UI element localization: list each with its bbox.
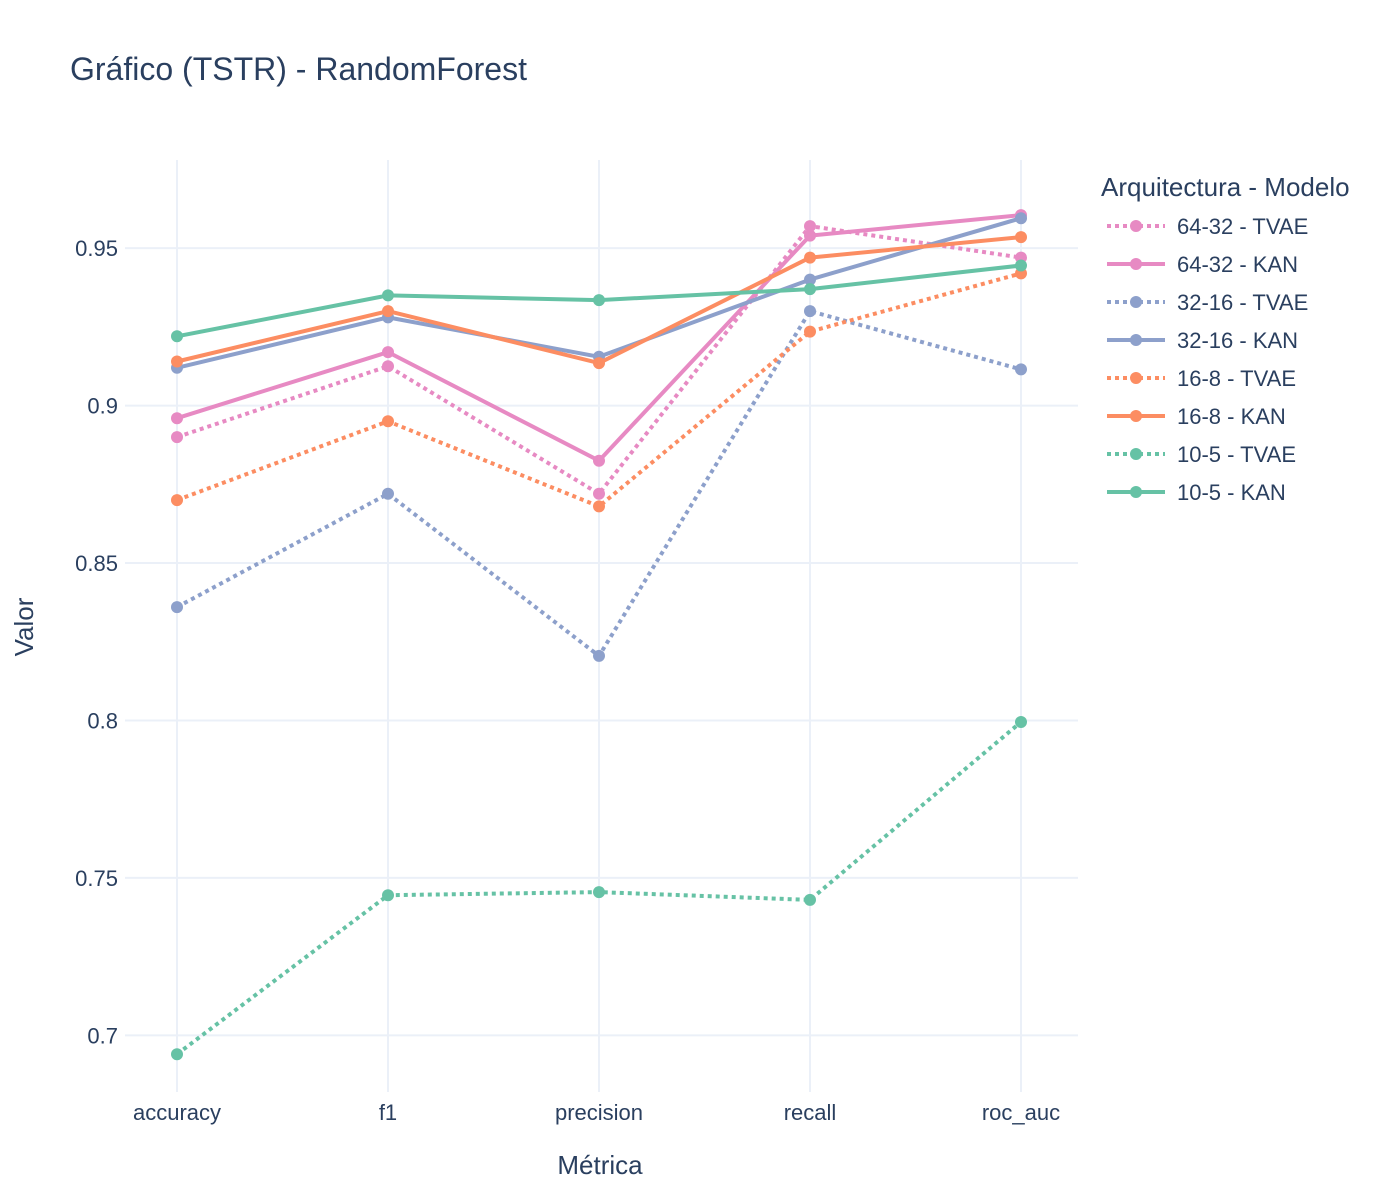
y-tick-label: 0.85 [75, 551, 118, 576]
data-point[interactable] [804, 283, 816, 296]
data-point[interactable] [804, 325, 816, 338]
legend-label: 32-16 - TVAE [1177, 290, 1308, 315]
legend-item[interactable]: 64-32 - TVAE [1107, 214, 1308, 239]
legend-items[interactable]: 64-32 - TVAE 64-32 - KAN 32-16 - TVAE 32-16… [1107, 214, 1308, 505]
series-16-8-tvae[interactable] [171, 267, 1027, 513]
data-point[interactable] [171, 494, 183, 507]
data-point[interactable] [1015, 716, 1027, 728]
legend-item[interactable]: 16-8 - KAN [1107, 404, 1286, 429]
x-tick-label-roc_auc: roc_auc [982, 1100, 1060, 1125]
series-64-32-tvae[interactable] [171, 220, 1027, 500]
data-point[interactable] [171, 1048, 183, 1061]
legend-item[interactable]: 16-8 - TVAE [1107, 366, 1296, 391]
data-point[interactable] [804, 893, 816, 906]
chart-title: Gráfico (TSTR) - RandomForest [70, 51, 527, 87]
legend-swatch-marker [1130, 372, 1142, 384]
data-point[interactable] [593, 294, 605, 307]
data-point[interactable] [593, 357, 605, 370]
data-point[interactable] [593, 500, 605, 513]
data-point[interactable] [171, 601, 183, 614]
data-point[interactable] [804, 220, 816, 233]
legend-title: Arquitectura - Modelo [1101, 172, 1350, 202]
legend-label: 16-8 - TVAE [1177, 366, 1296, 391]
legend-label: 10-5 - TVAE [1177, 442, 1296, 467]
legend-label: 64-32 - TVAE [1177, 214, 1308, 239]
x-axis-title: Métrica [557, 1150, 643, 1180]
data-point[interactable] [382, 289, 394, 302]
x-tick-label-f1: f1 [379, 1100, 397, 1125]
legend-swatch-marker [1130, 220, 1142, 232]
legend-swatch-marker [1130, 448, 1142, 460]
data-point[interactable] [171, 412, 183, 425]
legend-swatch-marker [1130, 334, 1142, 346]
y-tick-label: 0.8 [87, 708, 118, 733]
data-point[interactable] [1015, 231, 1027, 244]
data-point[interactable] [382, 487, 394, 500]
legend-swatch-marker [1130, 258, 1142, 270]
legend-label: 10-5 - KAN [1177, 480, 1286, 505]
data-point[interactable] [593, 886, 605, 899]
data-point[interactable] [1015, 259, 1027, 272]
data-point[interactable] [593, 454, 605, 467]
y-tick-label: 0.7 [87, 1023, 118, 1048]
legend-item[interactable]: 32-16 - KAN [1107, 328, 1298, 353]
data-point[interactable] [382, 360, 394, 373]
legend-label: 64-32 - KAN [1177, 252, 1298, 277]
legend[interactable]: Arquitectura - Modelo 64-32 - TVAE64-32 … [1101, 172, 1350, 505]
legend-swatch-marker [1130, 410, 1142, 422]
data-point[interactable] [171, 431, 183, 444]
data-point[interactable] [804, 229, 816, 242]
data-point[interactable] [1015, 363, 1027, 376]
y-tick-labels: 0.7 0.75 0.8 0.85 0.9 0.95 [75, 236, 118, 1048]
x-tick-label-precision: precision [555, 1100, 643, 1125]
data-point[interactable] [593, 487, 605, 500]
y-tick-label: 0.9 [87, 394, 118, 419]
legend-label: 32-16 - KAN [1177, 328, 1298, 353]
legend-swatch-marker [1130, 296, 1142, 308]
x-tick-labels: accuracy f1 precision recall roc_auc [133, 1100, 1060, 1125]
data-point[interactable] [1015, 212, 1027, 225]
series-16-8-kan[interactable] [171, 231, 1027, 370]
x-tick-label-accuracy: accuracy [133, 1100, 221, 1125]
legend-swatch-marker [1130, 486, 1142, 498]
legend-item[interactable]: 32-16 - TVAE [1107, 290, 1308, 315]
data-point[interactable] [171, 330, 183, 343]
series-line[interactable] [176, 224, 1022, 496]
data-point[interactable] [804, 251, 816, 264]
data-point[interactable] [382, 305, 394, 318]
data-point[interactable] [382, 889, 394, 902]
y-tick-label: 0.75 [75, 866, 118, 891]
data-point[interactable] [593, 649, 605, 662]
data-point[interactable] [171, 355, 183, 368]
x-tick-label-recall: recall [784, 1100, 837, 1125]
y-tick-label: 0.95 [75, 236, 118, 261]
series-32-16-tvae[interactable] [171, 305, 1027, 662]
series-10-5-kan[interactable] [171, 259, 1027, 343]
legend-item[interactable]: 64-32 - KAN [1107, 252, 1298, 277]
legend-label: 16-8 - KAN [1177, 404, 1286, 429]
data-point[interactable] [382, 346, 394, 359]
y-axis-title: Valor [9, 597, 39, 656]
data-point[interactable] [382, 415, 394, 428]
series-lines [171, 209, 1027, 1061]
legend-item[interactable]: 10-5 - TVAE [1107, 442, 1296, 467]
legend-item[interactable]: 10-5 - KAN [1107, 480, 1286, 505]
series-10-5-tvae[interactable] [171, 716, 1027, 1061]
data-point[interactable] [804, 305, 816, 318]
data-point[interactable] [804, 273, 816, 286]
